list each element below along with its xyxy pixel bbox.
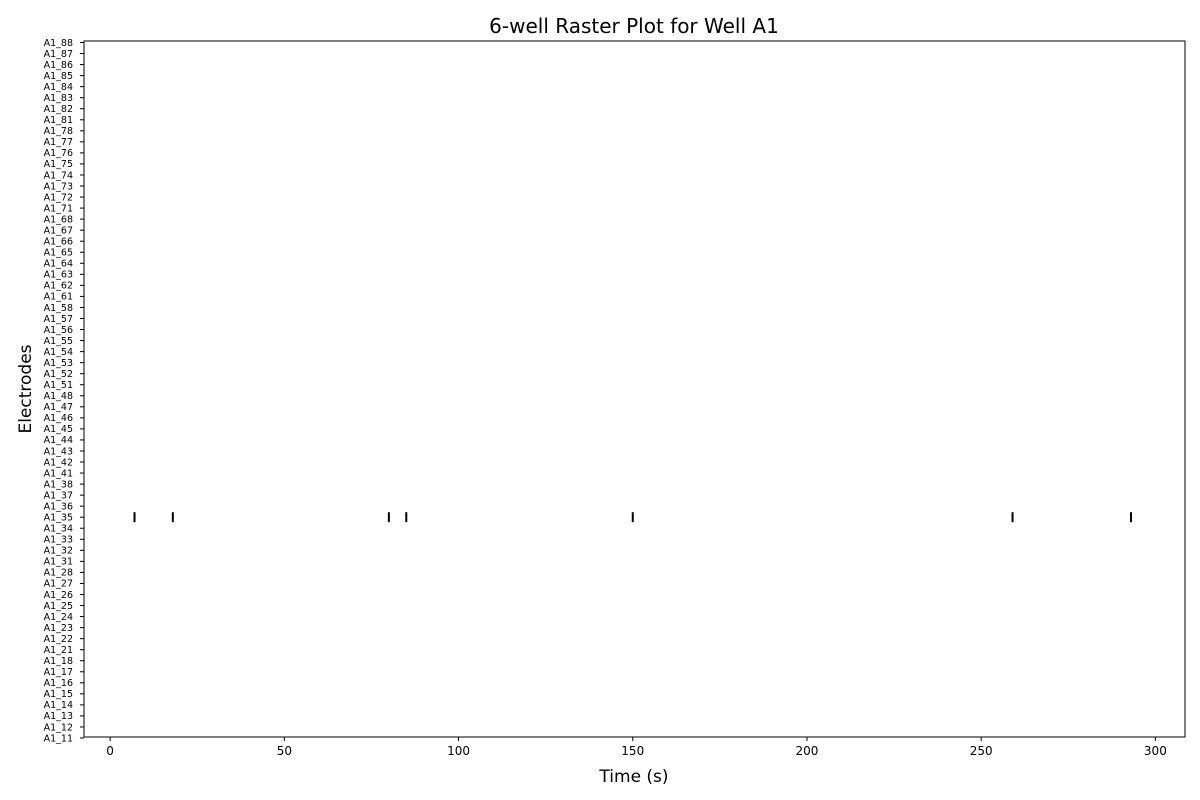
x-tick-label: 0 — [106, 744, 114, 758]
x-tick-label: 250 — [970, 744, 993, 758]
y-tick-label: A1_74 — [44, 170, 73, 181]
y-tick-label: A1_35 — [44, 513, 73, 524]
y-tick-label: A1_53 — [44, 358, 73, 369]
x-tick-label: 100 — [447, 744, 470, 758]
y-tick-label: A1_43 — [44, 446, 73, 457]
y-tick-label: A1_22 — [44, 634, 73, 645]
x-axis: 0 50 100 150 200 250 300 — [106, 737, 1167, 758]
y-tick-label: A1_33 — [44, 535, 73, 546]
y-tick-label: A1_62 — [44, 281, 73, 292]
y-tick-label: A1_47 — [44, 402, 73, 413]
y-tick-label: A1_37 — [44, 490, 73, 501]
y-tick-label: A1_52 — [44, 369, 73, 380]
y-axis-label: Electrodes — [16, 344, 36, 433]
y-tick-label: A1_86 — [44, 60, 73, 71]
y-tick-label: A1_68 — [44, 214, 73, 225]
y-tick-label: A1_25 — [44, 601, 73, 612]
x-axis-label: Time (s) — [598, 767, 668, 787]
plot-frame — [83, 40, 1186, 738]
y-tick-label: A1_66 — [44, 237, 73, 248]
y-tick-label: A1_78 — [44, 126, 73, 137]
y-tick-label: A1_24 — [44, 612, 73, 623]
x-tick-label: 300 — [1144, 744, 1167, 758]
y-tick-label: A1_63 — [44, 270, 73, 281]
y-tick-label: A1_76 — [44, 148, 73, 159]
y-tick-label: A1_61 — [44, 292, 73, 303]
y-tick-label: A1_48 — [44, 391, 73, 402]
y-tick-label: A1_12 — [44, 722, 73, 733]
y-tick-label: A1_26 — [44, 590, 73, 601]
y-tick-label: A1_31 — [44, 557, 73, 568]
y-tick-label: A1_81 — [44, 115, 73, 126]
y-tick-label: A1_56 — [44, 325, 73, 336]
y-tick-label: A1_82 — [44, 104, 73, 115]
x-tick-label: 200 — [796, 744, 819, 758]
y-tick-label: A1_16 — [44, 678, 73, 689]
y-tick-label: A1_34 — [44, 524, 73, 535]
spike-series — [133, 512, 1132, 523]
y-tick-label: A1_42 — [44, 457, 73, 468]
y-tick-label: A1_44 — [44, 435, 73, 446]
y-tick-label: A1_55 — [44, 336, 73, 347]
y-tick-label: A1_46 — [44, 413, 73, 424]
y-tick-label: A1_18 — [44, 656, 73, 667]
y-tick-label: A1_32 — [44, 546, 73, 557]
y-tick-label: A1_57 — [44, 314, 73, 325]
y-tick-label: A1_45 — [44, 424, 73, 435]
y-tick-label: A1_64 — [44, 259, 73, 270]
y-tick-label: A1_17 — [44, 667, 73, 678]
y-axis: A1_11A1_12A1_13A1_14A1_15A1_16A1_17A1_18… — [44, 38, 84, 744]
y-tick-label: A1_77 — [44, 137, 73, 148]
y-tick-label: A1_88 — [44, 38, 73, 49]
y-tick-label: A1_38 — [44, 479, 73, 490]
y-tick-label: A1_27 — [44, 579, 73, 590]
y-tick-label: A1_14 — [44, 700, 73, 711]
x-tick-label: 150 — [621, 744, 644, 758]
y-tick-label: A1_58 — [44, 303, 73, 314]
y-tick-label: A1_15 — [44, 689, 73, 700]
chart-title: 6-well Raster Plot for Well A1 — [489, 14, 779, 38]
y-tick-label: A1_54 — [44, 347, 73, 358]
y-tick-label: A1_36 — [44, 501, 73, 512]
y-tick-label: A1_11 — [44, 733, 73, 744]
y-tick-label: A1_87 — [44, 49, 73, 60]
y-tick-label: A1_85 — [44, 71, 73, 82]
y-tick-label: A1_21 — [44, 645, 73, 656]
y-tick-label: A1_72 — [44, 192, 73, 203]
y-tick-label: A1_73 — [44, 181, 73, 192]
y-tick-label: A1_71 — [44, 203, 73, 214]
y-tick-label: A1_67 — [44, 225, 73, 236]
y-tick-label: A1_84 — [44, 82, 73, 93]
y-tick-label: A1_41 — [44, 468, 73, 479]
y-tick-label: A1_75 — [44, 159, 73, 170]
y-tick-label: A1_13 — [44, 711, 73, 722]
y-tick-label: A1_51 — [44, 380, 73, 391]
y-tick-label: A1_23 — [44, 623, 73, 634]
y-tick-label: A1_28 — [44, 568, 73, 579]
y-tick-label: A1_65 — [44, 248, 73, 259]
y-tick-label: A1_83 — [44, 93, 73, 104]
x-tick-label: 50 — [277, 744, 292, 758]
